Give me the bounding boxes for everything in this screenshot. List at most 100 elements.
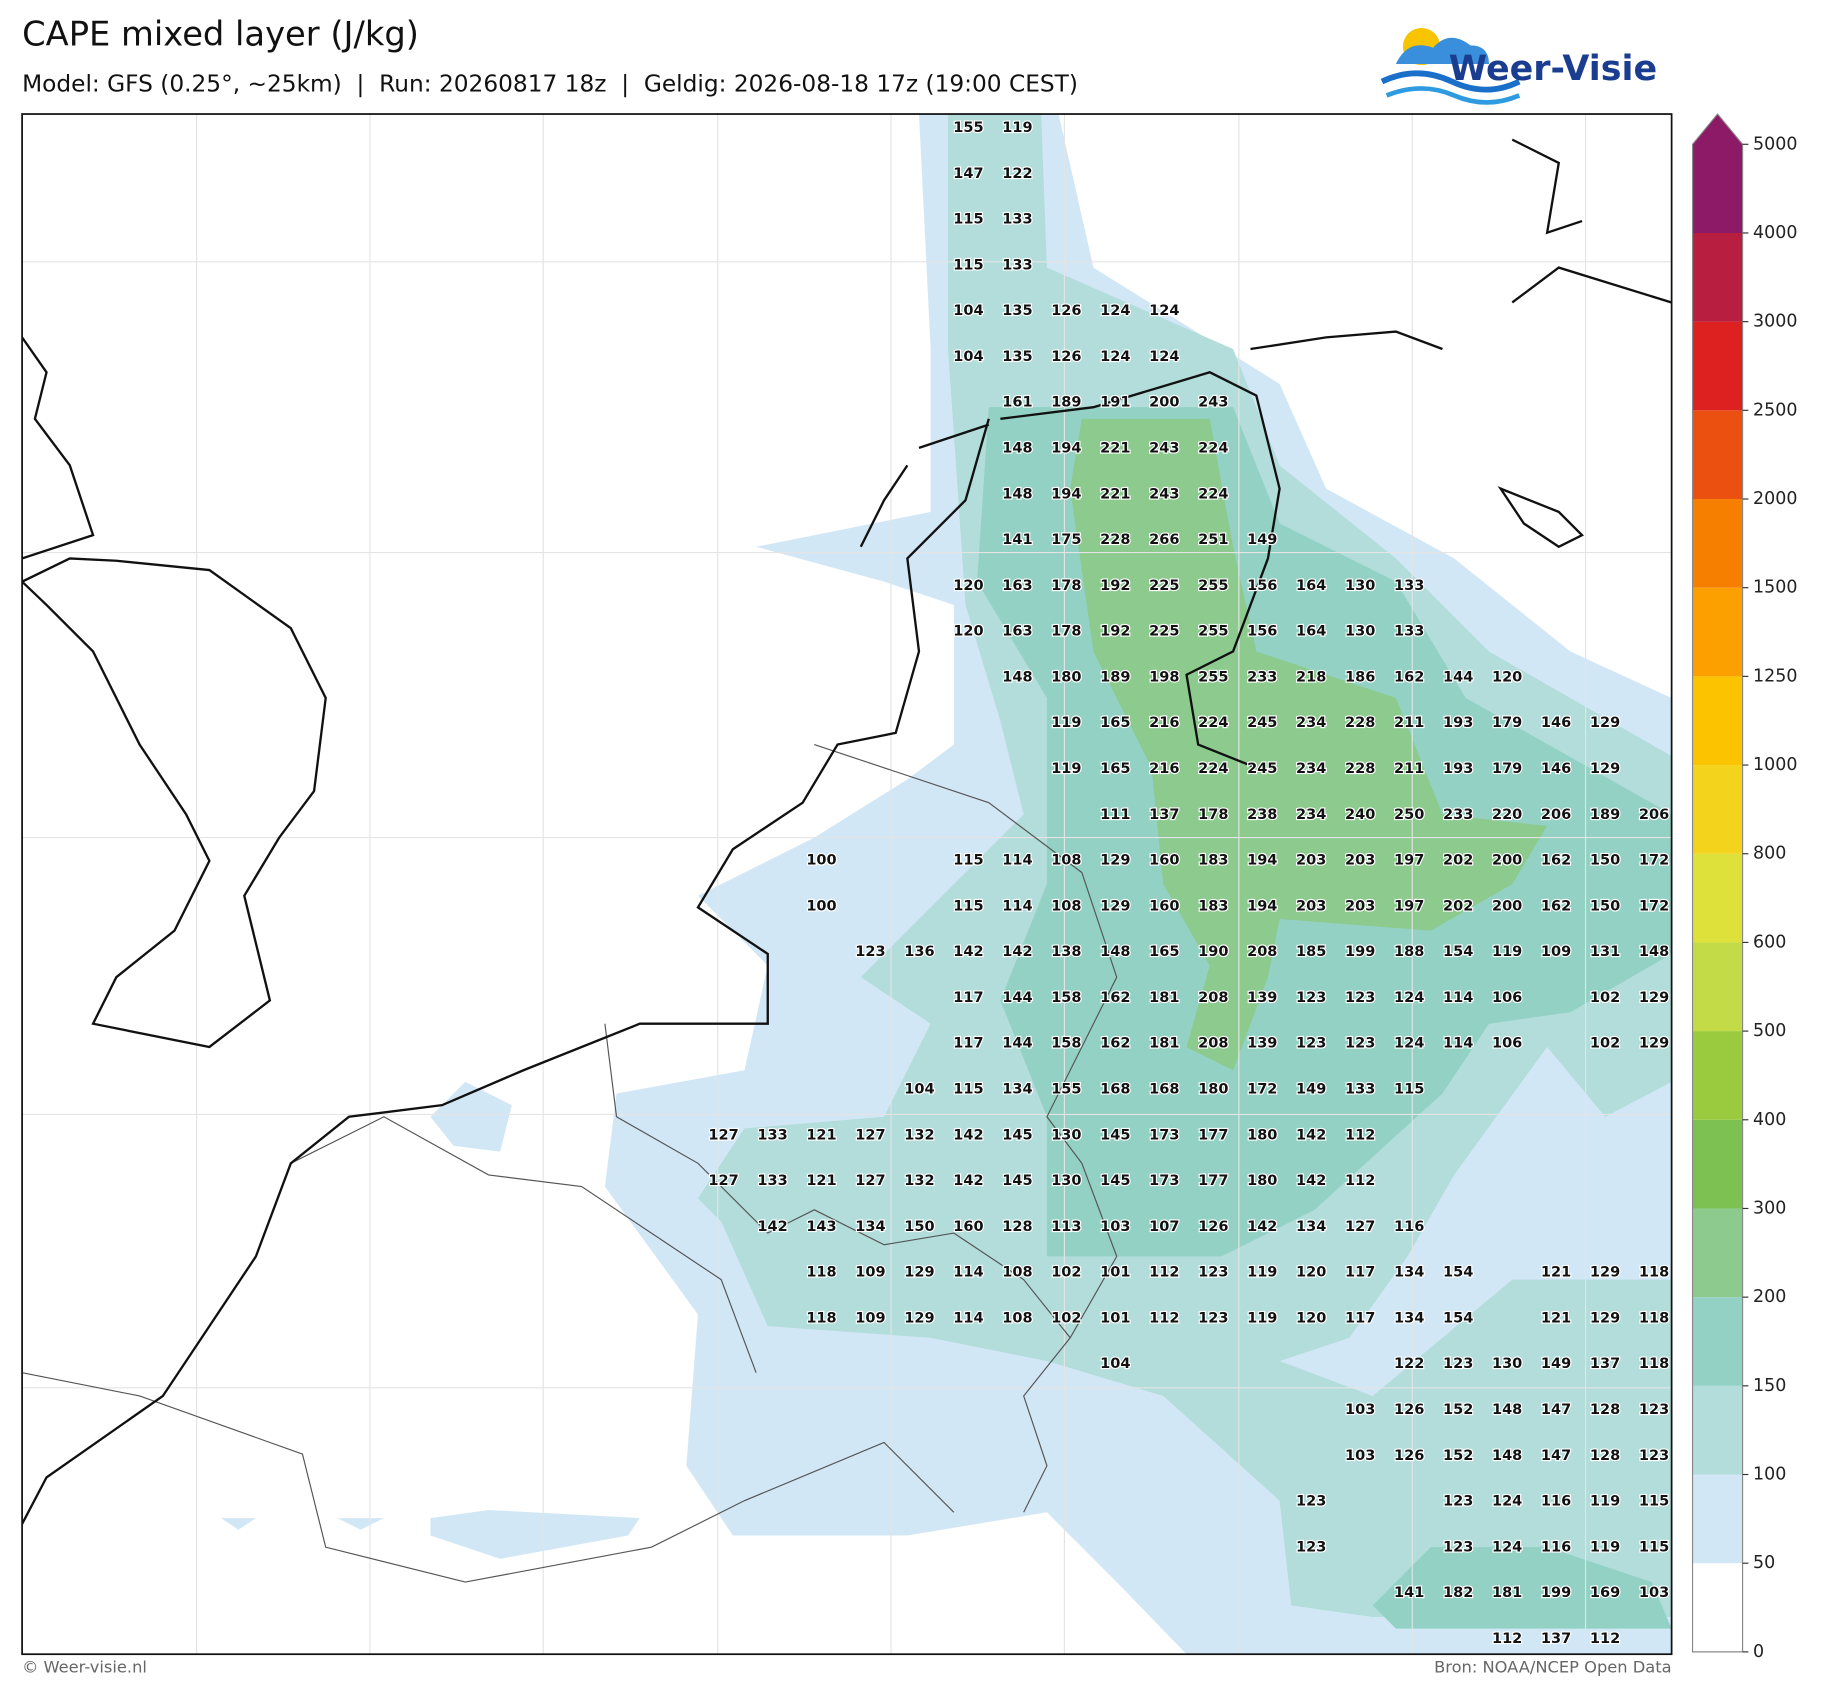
grid-label: 197 bbox=[1394, 853, 1424, 869]
grid-label: 114 bbox=[1002, 898, 1032, 914]
grid-label: 129 bbox=[904, 1310, 934, 1326]
grid-label: 181 bbox=[1149, 990, 1179, 1006]
grid-label: 104 bbox=[953, 349, 983, 365]
grid-label: 124 bbox=[1394, 1036, 1424, 1052]
grid-label: 117 bbox=[1345, 1310, 1375, 1326]
grid-label: 124 bbox=[1492, 1494, 1522, 1510]
grid-label: 220 bbox=[1492, 807, 1522, 823]
grid-label: 118 bbox=[1639, 1356, 1669, 1372]
grid-label: 233 bbox=[1247, 669, 1277, 685]
grid-label: 104 bbox=[953, 303, 983, 319]
grid-label: 154 bbox=[1443, 944, 1473, 960]
grid-label: 141 bbox=[1394, 1585, 1424, 1601]
grid-label: 221 bbox=[1100, 486, 1130, 502]
grid-label: 124 bbox=[1100, 349, 1130, 365]
grid-label: 172 bbox=[1247, 1082, 1277, 1098]
grid-label: 180 bbox=[1247, 1173, 1277, 1189]
colorbar-tick-label: 4000 bbox=[1753, 223, 1797, 243]
grid-label: 142 bbox=[953, 944, 983, 960]
grid-label: 179 bbox=[1492, 761, 1522, 777]
grid-label: 180 bbox=[1247, 1127, 1277, 1143]
colorbar-segment bbox=[1692, 1208, 1743, 1298]
grid-label: 183 bbox=[1198, 898, 1228, 914]
grid-label: 116 bbox=[1394, 1219, 1424, 1235]
grid-label: 120 bbox=[1296, 1265, 1326, 1281]
grid-label: 208 bbox=[1198, 1036, 1228, 1052]
grid-label: 115 bbox=[953, 898, 983, 914]
grid-label: 133 bbox=[1345, 1082, 1375, 1098]
grid-label: 129 bbox=[1590, 1310, 1620, 1326]
grid-label: 150 bbox=[1590, 898, 1620, 914]
map: 155 119 147 122 115 133 115 133 104 135 126 124 124 1… bbox=[22, 114, 1672, 1655]
grid-label: 119 bbox=[1492, 944, 1522, 960]
grid-label: 137 bbox=[1590, 1356, 1620, 1372]
grid-label: 115 bbox=[1639, 1539, 1669, 1555]
grid-label: 123 bbox=[855, 944, 885, 960]
grid-label: 104 bbox=[1100, 1356, 1130, 1372]
grid-label: 114 bbox=[1002, 853, 1032, 869]
grid-label: 114 bbox=[953, 1265, 983, 1281]
grid-label: 134 bbox=[855, 1219, 885, 1235]
colorbar-segment bbox=[1692, 1385, 1743, 1475]
grid-label: 148 bbox=[1002, 669, 1032, 685]
grid-label: 145 bbox=[1002, 1127, 1032, 1143]
grid-label: 129 bbox=[1100, 853, 1130, 869]
grid-label: 224 bbox=[1198, 441, 1228, 457]
grid-label: 148 bbox=[1002, 441, 1032, 457]
grid-label: 179 bbox=[1492, 715, 1522, 731]
grid-label: 190 bbox=[1198, 944, 1228, 960]
colorbar-tick-label: 2500 bbox=[1753, 400, 1797, 420]
colorbar-tick-label: 800 bbox=[1753, 844, 1786, 864]
colorbar-tick-label: 1500 bbox=[1753, 578, 1797, 598]
grid-label: 147 bbox=[953, 166, 983, 182]
grid-label: 193 bbox=[1443, 715, 1473, 731]
grid-label: 178 bbox=[1198, 807, 1228, 823]
grid-label: 141 bbox=[1002, 532, 1032, 548]
colorbar-segment bbox=[1692, 232, 1743, 322]
colorbar-tick-label: 2000 bbox=[1753, 489, 1797, 509]
grid-label: 109 bbox=[1541, 944, 1571, 960]
grid-label: 132 bbox=[904, 1127, 934, 1143]
grid-label: 145 bbox=[1100, 1173, 1130, 1189]
grid-label: 109 bbox=[855, 1265, 885, 1281]
grid-label: 202 bbox=[1443, 898, 1473, 914]
grid-label: 162 bbox=[1541, 853, 1571, 869]
grid-label: 148 bbox=[1002, 486, 1032, 502]
grid-label: 119 bbox=[1051, 715, 1081, 731]
grid-label: 148 bbox=[1492, 1402, 1522, 1418]
grid-label: 123 bbox=[1443, 1356, 1473, 1372]
grid-label: 130 bbox=[1345, 624, 1375, 640]
grid-label: 134 bbox=[1394, 1310, 1424, 1326]
colorbar-segment bbox=[1692, 942, 1743, 1032]
grid-label: 200 bbox=[1492, 898, 1522, 914]
grid-label: 118 bbox=[806, 1310, 836, 1326]
grid-label: 202 bbox=[1443, 853, 1473, 869]
grid-label: 108 bbox=[1002, 1310, 1032, 1326]
grid-label: 194 bbox=[1247, 898, 1277, 914]
grid-label: 228 bbox=[1100, 532, 1130, 548]
grid-label: 224 bbox=[1198, 761, 1228, 777]
grid-label: 114 bbox=[1443, 990, 1473, 1006]
coastline bbox=[22, 138, 1672, 1525]
grid-label: 130 bbox=[1051, 1127, 1081, 1143]
grid-label: 112 bbox=[1149, 1265, 1179, 1281]
grid-label: 139 bbox=[1247, 990, 1277, 1006]
grid-label: 103 bbox=[1100, 1219, 1130, 1235]
grid-label: 130 bbox=[1051, 1173, 1081, 1189]
grid-label: 119 bbox=[1051, 761, 1081, 777]
grid-label: 106 bbox=[1492, 1036, 1522, 1052]
grid-label: 197 bbox=[1394, 898, 1424, 914]
grid-label: 117 bbox=[953, 990, 983, 1006]
grid-label: 112 bbox=[1492, 1631, 1522, 1647]
colorbar-tick-label: 400 bbox=[1753, 1110, 1786, 1130]
grid-label: 172 bbox=[1639, 898, 1669, 914]
grid-label: 194 bbox=[1051, 441, 1081, 457]
grid-label: 115 bbox=[953, 212, 983, 228]
grid-label: 101 bbox=[1100, 1265, 1130, 1281]
grid-labels: 155 119 147 122 115 133 115 133 104 135 126 124 124 1… bbox=[707, 119, 1670, 1648]
grid-label: 133 bbox=[757, 1173, 787, 1189]
grid-label: 206 bbox=[1639, 807, 1669, 823]
grid-label: 106 bbox=[1492, 990, 1522, 1006]
grid-label: 165 bbox=[1149, 944, 1179, 960]
grid-label: 221 bbox=[1100, 441, 1130, 457]
